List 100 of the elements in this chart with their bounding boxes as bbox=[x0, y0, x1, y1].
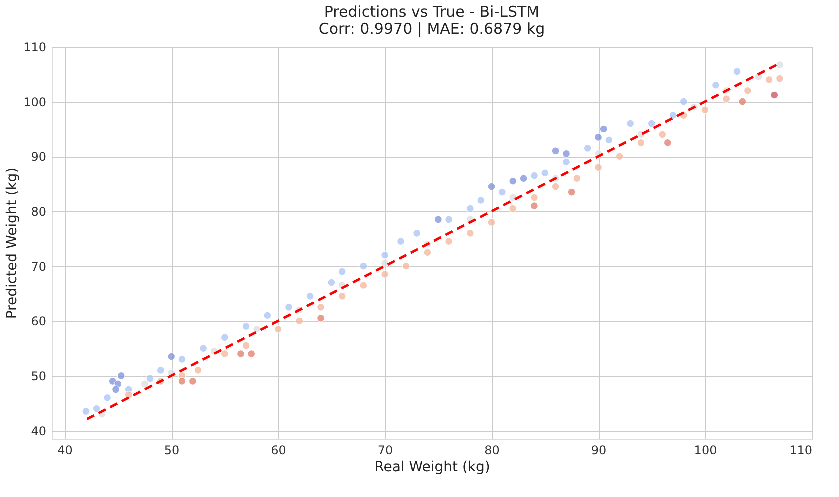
point bbox=[316, 314, 325, 322]
point bbox=[616, 152, 624, 161]
point bbox=[562, 158, 570, 166]
point bbox=[360, 262, 368, 270]
point bbox=[738, 98, 747, 106]
point bbox=[328, 278, 336, 287]
point bbox=[178, 377, 186, 386]
point bbox=[104, 394, 112, 402]
y-tick-label: 70 bbox=[31, 260, 46, 274]
point bbox=[573, 174, 582, 183]
point bbox=[146, 374, 154, 383]
point bbox=[306, 292, 314, 300]
point bbox=[530, 172, 538, 180]
point bbox=[296, 317, 304, 326]
point bbox=[445, 238, 454, 246]
point bbox=[488, 182, 496, 191]
point bbox=[338, 292, 346, 300]
x-tick-label: 80 bbox=[484, 444, 500, 458]
point bbox=[248, 350, 256, 358]
point bbox=[541, 169, 550, 178]
point bbox=[140, 380, 149, 388]
point bbox=[242, 322, 250, 331]
point bbox=[701, 106, 710, 114]
x-tick-label: 90 bbox=[591, 444, 607, 458]
point bbox=[509, 177, 518, 186]
x-tick-label: 110 bbox=[790, 444, 812, 458]
point bbox=[200, 344, 208, 353]
x-tick-label: 40 bbox=[58, 444, 73, 458]
point bbox=[776, 61, 784, 70]
point bbox=[220, 350, 229, 358]
point bbox=[658, 130, 667, 139]
point bbox=[274, 325, 282, 334]
point bbox=[568, 188, 576, 196]
point bbox=[594, 164, 603, 172]
x-tick-label: 100 bbox=[694, 444, 718, 458]
point bbox=[530, 202, 538, 210]
x-tick-label: 70 bbox=[378, 444, 394, 458]
point bbox=[765, 76, 774, 84]
point bbox=[498, 188, 506, 196]
x-tick-label: 60 bbox=[271, 444, 286, 458]
point bbox=[600, 125, 608, 134]
point bbox=[744, 86, 752, 95]
point bbox=[466, 204, 474, 213]
point bbox=[445, 216, 454, 224]
y-tick-label: 80 bbox=[31, 204, 46, 219]
y-tick-label: 90 bbox=[31, 150, 46, 164]
point bbox=[381, 251, 390, 260]
point bbox=[381, 260, 390, 268]
point bbox=[664, 138, 672, 147]
point bbox=[178, 356, 186, 364]
point bbox=[252, 325, 261, 334]
point bbox=[733, 68, 742, 76]
point bbox=[242, 342, 250, 350]
chart-subtitle: Corr: 0.9970 | MAE: 0.6879 kg bbox=[318, 20, 546, 38]
point bbox=[360, 281, 368, 290]
point bbox=[530, 194, 538, 202]
point bbox=[637, 138, 646, 147]
chart-title: Predictions vs True - Bi-LSTM bbox=[324, 3, 540, 21]
point bbox=[82, 408, 90, 416]
point bbox=[509, 204, 518, 213]
point bbox=[466, 229, 474, 238]
point bbox=[552, 147, 560, 156]
point bbox=[594, 133, 603, 142]
point bbox=[381, 270, 390, 279]
point bbox=[194, 366, 202, 374]
point bbox=[770, 91, 779, 100]
point bbox=[220, 334, 229, 342]
point bbox=[188, 377, 197, 386]
point bbox=[92, 404, 101, 413]
point bbox=[584, 144, 592, 152]
point bbox=[168, 352, 176, 361]
point bbox=[776, 74, 784, 83]
y-axis-title: Predicted Weight (kg) bbox=[4, 168, 21, 320]
point bbox=[722, 95, 731, 104]
y-tick-label: 100 bbox=[24, 95, 46, 110]
point bbox=[424, 248, 432, 257]
point bbox=[284, 303, 293, 312]
point bbox=[648, 120, 656, 128]
point bbox=[605, 136, 614, 144]
point bbox=[626, 120, 635, 128]
point bbox=[264, 312, 272, 320]
point bbox=[397, 238, 406, 246]
point bbox=[488, 218, 496, 226]
point bbox=[156, 366, 165, 374]
point bbox=[117, 372, 126, 380]
point bbox=[680, 98, 688, 106]
y-tick-label: 50 bbox=[31, 369, 46, 384]
point bbox=[669, 112, 678, 120]
point bbox=[562, 150, 570, 158]
point bbox=[520, 174, 528, 183]
point bbox=[477, 196, 486, 205]
point bbox=[552, 182, 560, 191]
point bbox=[316, 303, 325, 312]
y-tick-label: 60 bbox=[31, 314, 46, 329]
x-axis-title: Real Weight (kg) bbox=[374, 460, 490, 476]
y-tick-label: 40 bbox=[31, 424, 46, 438]
point bbox=[236, 350, 245, 358]
point bbox=[338, 268, 346, 276]
point bbox=[402, 262, 410, 270]
point bbox=[112, 386, 120, 394]
